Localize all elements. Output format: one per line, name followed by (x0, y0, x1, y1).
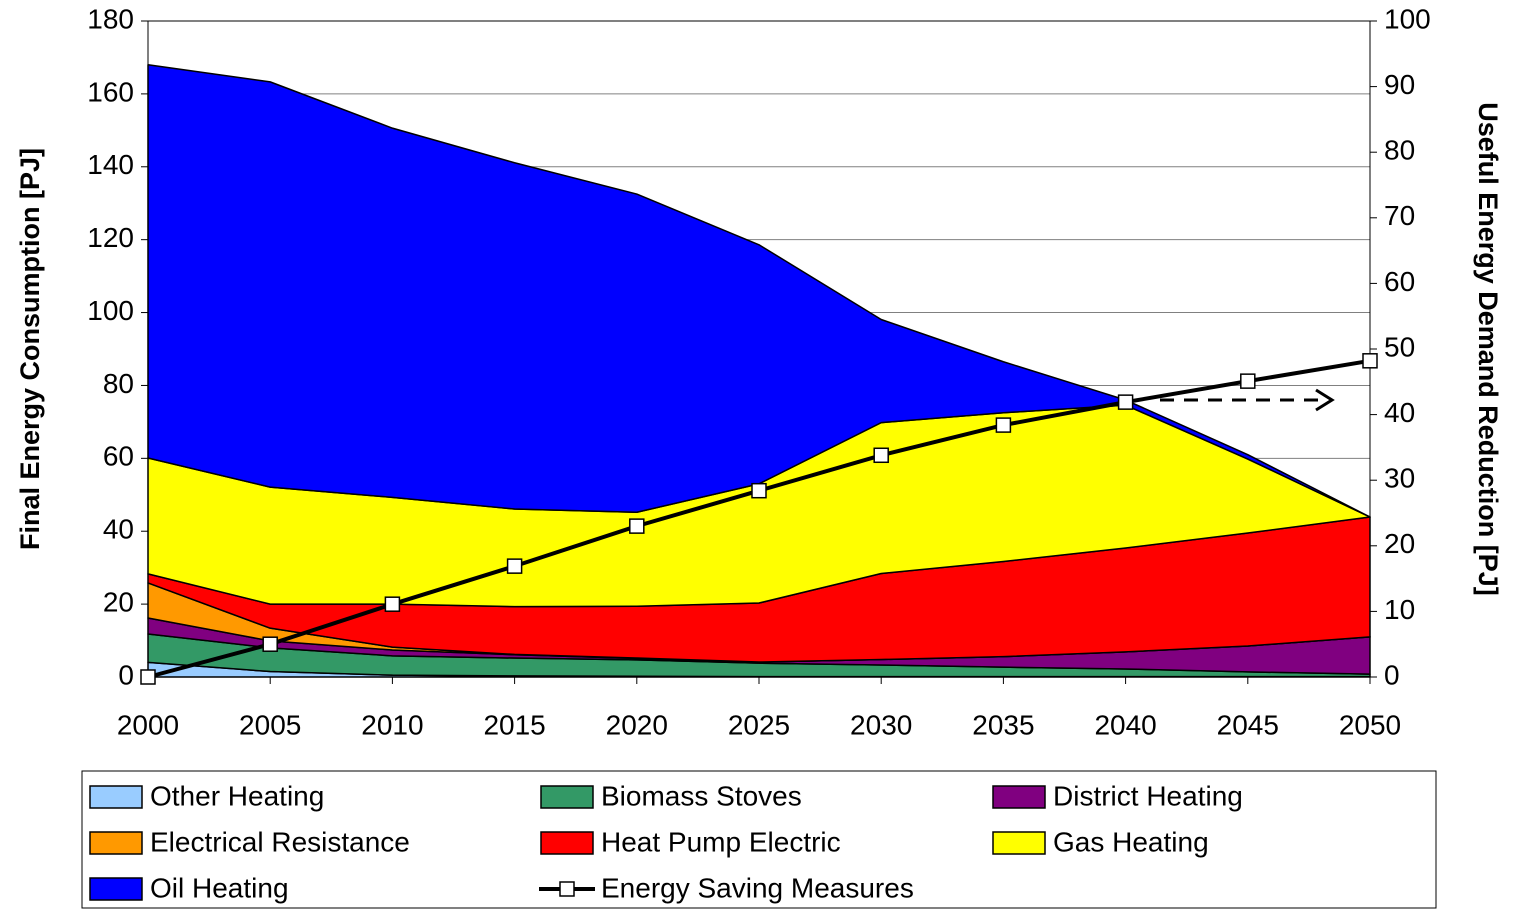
x-tick-label: 2040 (1094, 709, 1156, 740)
legend-label: Other Heating (150, 780, 324, 811)
legend-label: Oil Heating (150, 872, 289, 903)
x-tick-label: 2050 (1339, 709, 1401, 740)
x-tick-label: 2010 (361, 709, 423, 740)
y2-tick-label: 0 (1384, 659, 1400, 690)
legend-swatch (89, 785, 143, 809)
legend-box (81, 770, 1437, 909)
y2-tick-label: 40 (1384, 397, 1415, 428)
y2-tick-label: 60 (1384, 266, 1415, 297)
y2-tick-label: 50 (1384, 331, 1415, 362)
marker (140, 669, 156, 685)
y2-tick-label: 100 (1384, 3, 1431, 34)
legend-label: Heat Pump Electric (601, 826, 841, 857)
marker (1117, 394, 1134, 410)
marker (506, 558, 523, 574)
x-tick-label: 2045 (1217, 709, 1279, 740)
x-tick-label: 2035 (972, 709, 1034, 740)
marker (262, 636, 278, 652)
legend-label: Gas Heating (1053, 826, 1209, 857)
y2-axis-title: Useful Energy Demand Reduction [PJ] (1473, 102, 1503, 596)
legend-swatch (89, 877, 143, 901)
y2-tick-label: 80 (1384, 135, 1415, 166)
y-axis-title: Final Energy Consumption [PJ] (15, 148, 45, 550)
y-tick-label: 100 (87, 295, 134, 326)
y-tick-label: 0 (118, 659, 134, 690)
area (147, 63, 1371, 518)
legend-swatch (540, 785, 594, 809)
legend-label: Energy Saving Measures (601, 872, 914, 903)
legend-swatch (992, 785, 1046, 809)
x-tick-label: 2020 (606, 709, 668, 740)
marker (751, 482, 767, 499)
x-tick-label: 2015 (483, 709, 545, 740)
x-tick-label: 2000 (117, 709, 179, 740)
legend-label: Biomass Stoves (601, 780, 802, 811)
y-tick-label: 40 (103, 514, 134, 545)
y-tick-label: 160 (87, 76, 134, 107)
marker (995, 417, 1012, 433)
marker (873, 447, 889, 464)
x-tick-label: 2005 (239, 709, 301, 740)
y-tick-label: 180 (87, 3, 134, 34)
y2-tick-label: 30 (1384, 463, 1415, 494)
marker (629, 518, 645, 534)
legend-swatch (992, 831, 1046, 855)
marker (1240, 373, 1256, 389)
x-tick-label: 2030 (850, 709, 912, 740)
marker (1362, 353, 1378, 369)
y2-tick-label: 10 (1384, 594, 1415, 625)
marker (384, 596, 401, 612)
y-tick-label: 120 (87, 222, 134, 253)
legend-marker (559, 881, 575, 897)
y2-tick-label: 20 (1384, 528, 1415, 559)
x-tick-label: 2025 (728, 709, 790, 740)
plot-border (147, 20, 1371, 678)
legend-swatch (89, 831, 143, 855)
y-tick-label: 20 (103, 587, 134, 618)
legend-swatch (540, 831, 594, 855)
legend-label: Electrical Resistance (150, 826, 410, 857)
y-tick-label: 80 (103, 368, 134, 399)
y-tick-label: 140 (87, 149, 134, 180)
y2-tick-label: 70 (1384, 200, 1415, 231)
legend-label: District Heating (1053, 780, 1243, 811)
y2-tick-label: 90 (1384, 69, 1415, 100)
y-tick-label: 60 (103, 441, 134, 472)
arrow-head (1315, 388, 1335, 412)
